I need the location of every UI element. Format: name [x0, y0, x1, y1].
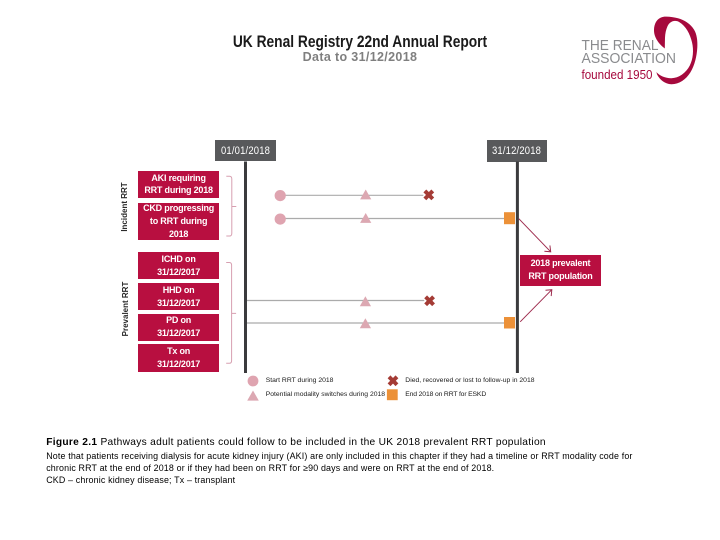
svg-text:ASSOCIATION: ASSOCIATION	[582, 51, 677, 67]
svg-text:THE RENAL: THE RENAL	[582, 38, 659, 54]
svg-text:founded 1950: founded 1950	[582, 67, 653, 82]
